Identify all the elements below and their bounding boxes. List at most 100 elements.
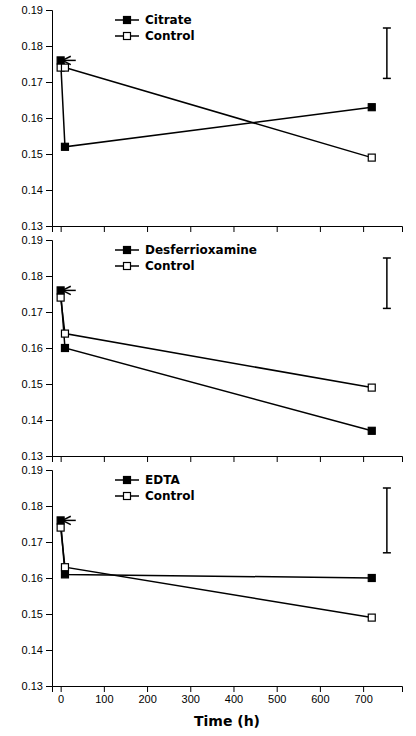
x-tick-label: 500 [268,693,286,705]
y-tick-label: 0.19 [22,4,43,16]
x-tick [61,456,62,462]
x-tick-mark [277,686,278,692]
legend-symbol [124,493,131,500]
x-axis: 0100200300400500600700 [53,686,403,705]
x-tick-mark [104,456,105,462]
y-tick-mark [46,384,52,385]
y-tick-label: 0.18 [22,500,43,512]
legend-symbol [124,477,131,484]
series-line [61,298,372,388]
y-tick: 0.15 [22,148,52,160]
y-tick-mark [46,276,52,277]
y-tick-mark [46,10,52,11]
x-tick: 500 [268,686,286,705]
x-tick-label: 200 [138,693,156,705]
series-line [61,60,372,146]
x-tick-label: 400 [225,693,243,705]
x-tick-mark [61,226,62,232]
x-tick [147,226,148,232]
arrow [62,60,75,62]
error-bar-stem [386,28,388,78]
y-tick-mark [46,118,52,119]
y-tick-label: 0.19 [22,464,43,476]
y-tick-label: 0.15 [22,608,43,620]
data-point [61,64,68,71]
y-tick-label: 0.15 [22,148,43,160]
y-tick-label: 0.17 [22,76,43,88]
y-tick-label: 0.16 [22,112,43,124]
plot-area [57,28,391,161]
legend-label: EDTA [145,473,180,487]
x-tick [104,226,105,232]
y-tick-label: 0.17 [22,306,43,318]
y-tick: 0.17 [22,536,52,548]
y-tick-label: 0.14 [22,414,43,426]
x-axis-line [53,227,403,233]
y-tick-label: 0.15 [22,378,43,390]
error-bar-stem [386,488,388,553]
y-tick: 0.16 [22,572,52,584]
y-tick-label: 0.16 [22,342,43,354]
y-tick-label: 0.17 [22,536,43,548]
x-tick-label: 300 [182,693,200,705]
y-tick: 0.15 [22,378,52,390]
error-bar [383,488,391,553]
error-bar-stem [386,258,388,308]
x-tick [320,456,321,462]
legend-symbol [124,247,131,254]
y-tick-label: 0.13 [22,450,43,462]
x-tick-mark [190,456,191,462]
legend-item: Control [115,489,195,503]
y-tick-mark [46,82,52,83]
panel: 0.130.140.150.160.170.180.19CitrateContr… [22,4,403,232]
error-bar-cap [383,487,391,489]
y-tick: 0.16 [22,342,52,354]
plot-area [57,488,391,621]
legend-label: Control [145,29,195,43]
error-bar [383,28,391,78]
data-point [61,143,68,150]
x-tick [190,226,191,232]
legend-label: Control [145,259,195,273]
legend-item: Control [115,29,195,43]
y-axis: 0.130.140.150.160.170.180.19 [22,464,53,692]
y-tick-mark [46,542,52,543]
x-tick-mark [104,686,105,692]
y-tick-label: 0.16 [22,572,43,584]
data-point [61,571,68,578]
y-tick-mark [46,312,52,313]
x-tick-mark [147,456,148,462]
data-point [61,345,68,352]
arrow [62,520,75,522]
y-tick-mark [46,578,52,579]
y-axis-line [46,471,53,687]
y-tick: 0.19 [22,4,52,16]
legend-symbol [124,17,131,24]
x-axis-title: Time (h) [194,713,260,729]
series-line [61,68,372,158]
x-tick [233,226,234,232]
data-point [57,294,64,301]
y-tick-mark [46,650,52,651]
series-line [61,520,372,578]
y-tick-label: 0.13 [22,680,43,692]
error-bar-cap [383,78,391,80]
x-tick-mark [233,686,234,692]
x-tick [190,456,191,462]
x-tick: 400 [225,686,243,705]
y-tick-mark [46,348,52,349]
legend-item: Citrate [115,13,192,27]
legend: Citrate Control [115,13,195,43]
y-tick-mark [46,420,52,421]
x-tick-mark [363,456,364,462]
y-tick-mark [46,154,52,155]
x-tick-label: 700 [354,693,372,705]
legend-item: EDTA [115,473,180,487]
x-tick-mark [147,686,148,692]
x-tick-mark [320,226,321,232]
legend-item: Desferrioxamine [115,243,257,257]
arrow [62,290,75,292]
data-point [61,564,68,571]
plot-area [57,258,391,434]
data-point [57,524,64,531]
